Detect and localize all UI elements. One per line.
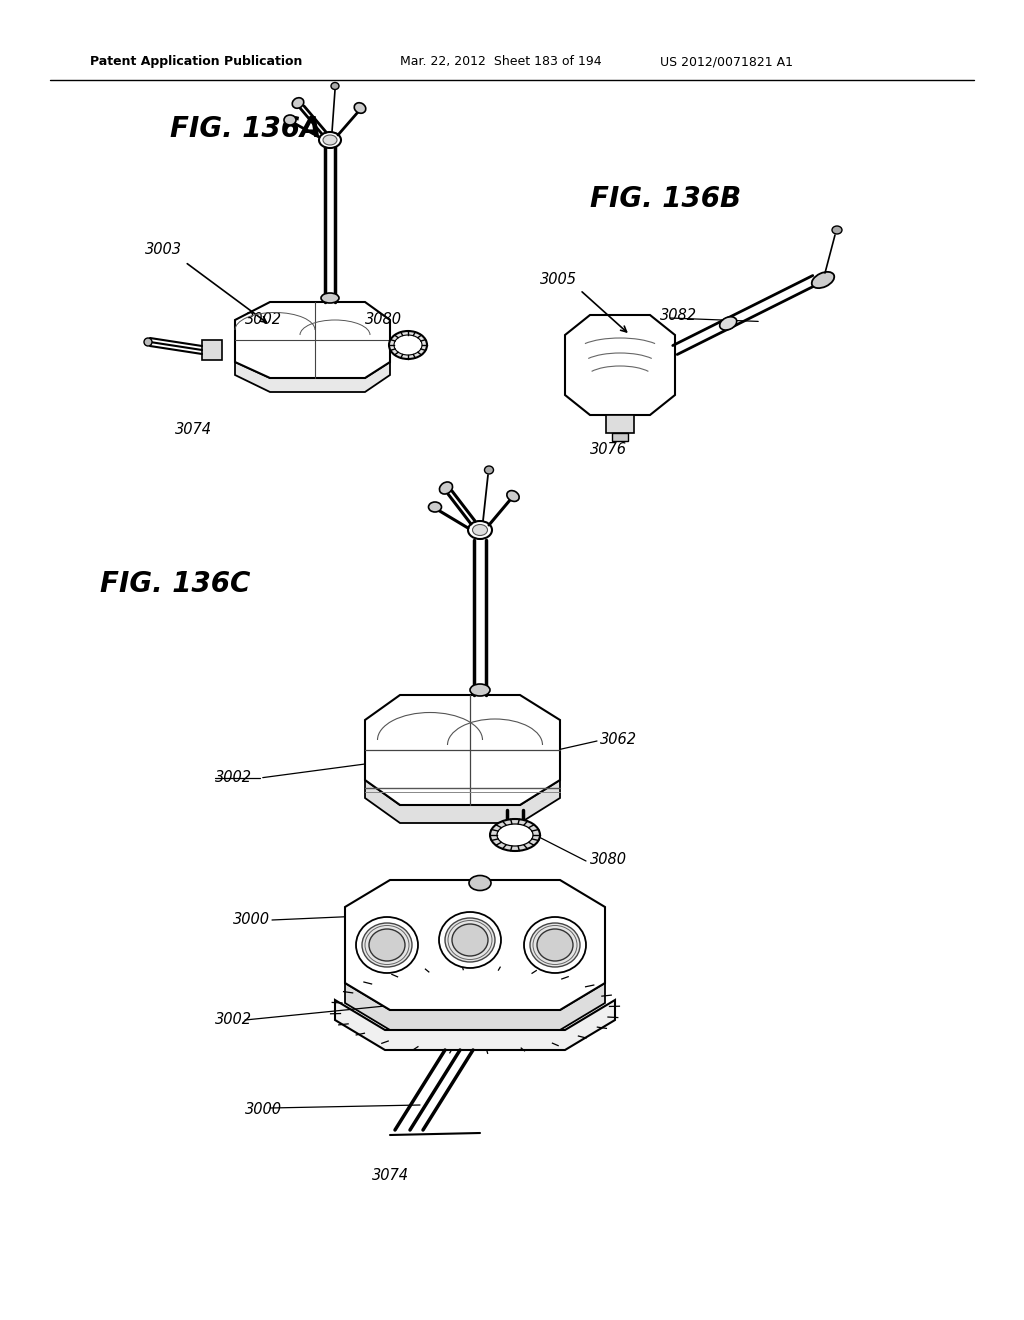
Text: 3074: 3074 xyxy=(372,1167,409,1183)
Polygon shape xyxy=(335,1001,615,1049)
Ellipse shape xyxy=(362,923,412,968)
Polygon shape xyxy=(365,780,560,822)
Ellipse shape xyxy=(389,331,427,359)
Ellipse shape xyxy=(452,924,488,956)
Polygon shape xyxy=(234,302,390,378)
Text: 3002: 3002 xyxy=(245,313,282,327)
Text: Patent Application Publication: Patent Application Publication xyxy=(90,55,302,69)
Ellipse shape xyxy=(445,917,495,962)
Ellipse shape xyxy=(394,335,422,355)
Ellipse shape xyxy=(470,684,490,696)
Ellipse shape xyxy=(812,272,835,288)
Text: 3000: 3000 xyxy=(245,1102,282,1118)
Ellipse shape xyxy=(292,98,304,108)
Ellipse shape xyxy=(537,929,573,961)
Text: 3080: 3080 xyxy=(590,853,627,867)
Ellipse shape xyxy=(144,338,152,346)
Bar xyxy=(202,341,222,360)
Ellipse shape xyxy=(356,917,418,973)
Text: 3080: 3080 xyxy=(365,313,402,327)
Ellipse shape xyxy=(369,929,406,961)
Ellipse shape xyxy=(831,226,842,234)
Text: 3082: 3082 xyxy=(660,308,697,322)
Ellipse shape xyxy=(331,82,339,90)
Text: Mar. 22, 2012  Sheet 183 of 194: Mar. 22, 2012 Sheet 183 of 194 xyxy=(400,55,602,69)
Ellipse shape xyxy=(524,917,586,973)
Text: 3074: 3074 xyxy=(175,422,212,437)
Ellipse shape xyxy=(472,524,487,536)
Ellipse shape xyxy=(468,521,492,539)
Ellipse shape xyxy=(469,875,490,891)
Ellipse shape xyxy=(439,482,453,494)
Text: 3002: 3002 xyxy=(215,1012,252,1027)
Ellipse shape xyxy=(321,293,339,304)
Ellipse shape xyxy=(354,103,366,114)
Text: 3000: 3000 xyxy=(233,912,270,928)
Text: 3003: 3003 xyxy=(145,243,182,257)
Text: 3002: 3002 xyxy=(215,771,252,785)
Ellipse shape xyxy=(497,824,534,846)
Bar xyxy=(606,414,634,433)
Ellipse shape xyxy=(530,923,580,968)
Ellipse shape xyxy=(439,912,501,968)
Polygon shape xyxy=(565,315,675,414)
Ellipse shape xyxy=(507,491,519,502)
Text: FIG. 136B: FIG. 136B xyxy=(590,185,741,213)
Ellipse shape xyxy=(284,115,296,125)
Ellipse shape xyxy=(323,135,337,145)
Ellipse shape xyxy=(484,466,494,474)
Text: FIG. 136A: FIG. 136A xyxy=(170,115,322,143)
Polygon shape xyxy=(365,696,560,805)
Bar xyxy=(612,433,628,441)
Text: 3062: 3062 xyxy=(600,733,637,747)
Ellipse shape xyxy=(428,502,441,512)
Ellipse shape xyxy=(319,132,341,148)
Text: FIG. 136C: FIG. 136C xyxy=(100,570,251,598)
Ellipse shape xyxy=(720,317,736,330)
Polygon shape xyxy=(234,362,390,392)
Text: US 2012/0071821 A1: US 2012/0071821 A1 xyxy=(660,55,793,69)
Ellipse shape xyxy=(490,818,540,851)
Polygon shape xyxy=(345,983,605,1030)
Polygon shape xyxy=(345,880,605,1010)
Text: 3005: 3005 xyxy=(540,272,577,288)
Text: 3076: 3076 xyxy=(590,442,627,458)
